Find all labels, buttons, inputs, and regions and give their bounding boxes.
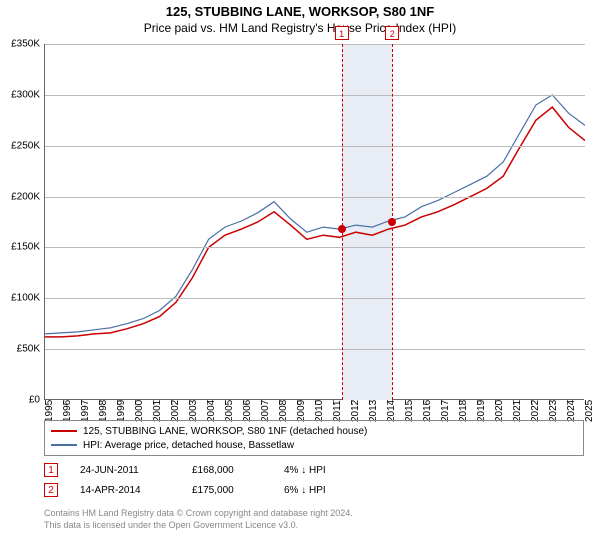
x-axis-label: 2020 [494, 400, 505, 422]
x-axis-label: 2004 [206, 400, 217, 422]
sale-point-icon [338, 225, 346, 233]
x-axis-label: 2012 [350, 400, 361, 422]
sale-price: £175,000 [192, 485, 262, 496]
x-axis-label: 2019 [476, 400, 487, 422]
x-axis-label: 2011 [332, 400, 343, 422]
legend-swatch [51, 444, 77, 446]
legend-label: 125, STUBBING LANE, WORKSOP, S80 1NF (de… [83, 426, 367, 437]
sale-price: £168,000 [192, 465, 262, 476]
sale-marker-icon: 2 [44, 483, 58, 497]
y-axis-label: £150K [0, 242, 40, 253]
chart-subtitle: Price paid vs. HM Land Registry's House … [0, 21, 600, 35]
sale-date: 24-JUN-2011 [80, 465, 170, 476]
attribution-line: Contains HM Land Registry data © Crown c… [44, 508, 353, 520]
x-axis-label: 2013 [368, 400, 379, 422]
x-axis-label: 2018 [458, 400, 469, 422]
x-axis-label: 2016 [422, 400, 433, 422]
x-axis-label: 2023 [548, 400, 559, 422]
chart-title: 125, STUBBING LANE, WORKSOP, S80 1NF [0, 4, 600, 19]
x-axis-label: 2006 [242, 400, 253, 422]
x-axis-label: 2009 [296, 400, 307, 422]
attribution: Contains HM Land Registry data © Crown c… [44, 508, 353, 531]
y-axis-label: £300K [0, 89, 40, 100]
legend-item: 125, STUBBING LANE, WORKSOP, S80 1NF (de… [51, 424, 577, 438]
sales-row: 2 14-APR-2014 £175,000 6% ↓ HPI [44, 480, 364, 500]
x-axis-label: 2010 [314, 400, 325, 422]
legend-label: HPI: Average price, detached house, Bass… [83, 440, 294, 451]
gridline [45, 146, 585, 147]
gridline [45, 247, 585, 248]
x-axis-label: 2001 [152, 400, 163, 422]
chart-container: 125, STUBBING LANE, WORKSOP, S80 1NF Pri… [0, 0, 600, 560]
sale-delta: 4% ↓ HPI [284, 465, 364, 476]
y-axis-label: £250K [0, 140, 40, 151]
x-axis-label: 2007 [260, 400, 271, 422]
x-axis-label: 2022 [530, 400, 541, 422]
x-axis-label: 1996 [62, 400, 73, 422]
gridline [45, 197, 585, 198]
x-axis-label: 2000 [134, 400, 145, 422]
sale-delta: 6% ↓ HPI [284, 485, 364, 496]
x-axis-label: 2025 [584, 400, 595, 422]
legend-swatch [51, 430, 77, 432]
gridline [45, 95, 585, 96]
x-axis-label: 1995 [44, 400, 55, 422]
plot-area: £0£50K£100K£150K£200K£250K£300K£350K1995… [44, 44, 584, 400]
sales-row: 1 24-JUN-2011 £168,000 4% ↓ HPI [44, 460, 364, 480]
y-axis-label: £200K [0, 191, 40, 202]
sale-date: 14-APR-2014 [80, 485, 170, 496]
gridline [45, 349, 585, 350]
x-axis-label: 2021 [512, 400, 523, 422]
x-axis-label: 2024 [566, 400, 577, 422]
x-axis-label: 1999 [116, 400, 127, 422]
x-axis-label: 2008 [278, 400, 289, 422]
sale-marker-line [342, 44, 343, 400]
legend-item: HPI: Average price, detached house, Bass… [51, 438, 577, 452]
sale-marker-box: 1 [335, 26, 349, 40]
title-block: 125, STUBBING LANE, WORKSOP, S80 1NF Pri… [0, 0, 600, 35]
x-axis-label: 2003 [188, 400, 199, 422]
y-axis-label: £100K [0, 293, 40, 304]
sale-marker-icon: 1 [44, 463, 58, 477]
line-series-svg [45, 44, 585, 400]
gridline [45, 44, 585, 45]
sale-marker-box: 2 [385, 26, 399, 40]
legend: 125, STUBBING LANE, WORKSOP, S80 1NF (de… [44, 420, 584, 456]
x-axis-label: 2005 [224, 400, 235, 422]
x-axis-label: 2002 [170, 400, 181, 422]
x-axis-label: 2017 [440, 400, 451, 422]
attribution-line: This data is licensed under the Open Gov… [44, 520, 353, 532]
sale-point-icon [388, 218, 396, 226]
y-axis-label: £350K [0, 39, 40, 50]
y-axis-label: £0 [0, 395, 40, 406]
y-axis-label: £50K [0, 344, 40, 355]
x-axis-label: 1998 [98, 400, 109, 422]
gridline [45, 298, 585, 299]
series-line [45, 107, 585, 337]
sales-table: 1 24-JUN-2011 £168,000 4% ↓ HPI 2 14-APR… [44, 460, 364, 500]
x-axis-label: 2015 [404, 400, 415, 422]
x-axis-label: 2014 [386, 400, 397, 422]
x-axis-label: 1997 [80, 400, 91, 422]
